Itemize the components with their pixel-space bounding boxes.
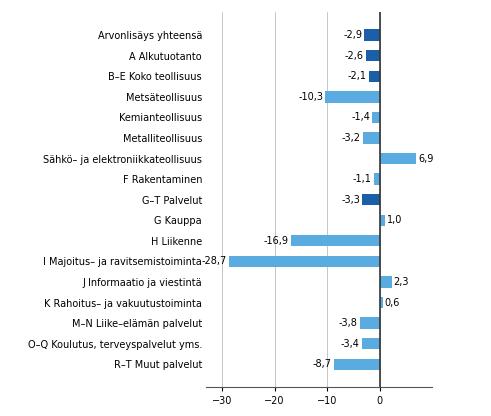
Bar bbox=[369, 71, 380, 82]
Bar bbox=[366, 50, 380, 62]
Bar bbox=[291, 235, 380, 246]
Text: -3,8: -3,8 bbox=[339, 318, 357, 328]
Text: -28,7: -28,7 bbox=[201, 256, 227, 266]
Text: -2,1: -2,1 bbox=[348, 71, 366, 81]
Text: -3,2: -3,2 bbox=[342, 133, 361, 143]
Bar bbox=[380, 215, 385, 226]
Bar bbox=[362, 194, 380, 206]
Text: -3,3: -3,3 bbox=[341, 195, 360, 205]
Bar bbox=[362, 338, 380, 349]
Text: -16,9: -16,9 bbox=[264, 236, 289, 246]
Bar bbox=[374, 173, 380, 185]
Bar bbox=[326, 91, 380, 102]
Bar bbox=[372, 112, 380, 123]
Text: -3,4: -3,4 bbox=[341, 339, 359, 349]
Bar bbox=[229, 256, 380, 267]
Text: -1,1: -1,1 bbox=[353, 174, 372, 184]
Text: -2,9: -2,9 bbox=[343, 30, 362, 40]
Text: 0,6: 0,6 bbox=[385, 297, 400, 307]
Bar bbox=[334, 359, 380, 370]
Text: 1,0: 1,0 bbox=[387, 215, 402, 225]
Bar bbox=[380, 297, 382, 308]
Bar bbox=[380, 153, 416, 164]
Bar bbox=[380, 276, 392, 287]
Bar bbox=[363, 132, 380, 144]
Text: -8,7: -8,7 bbox=[313, 359, 332, 369]
Bar bbox=[359, 317, 380, 329]
Text: 6,9: 6,9 bbox=[418, 154, 433, 163]
Text: 2,3: 2,3 bbox=[394, 277, 409, 287]
Text: -1,4: -1,4 bbox=[351, 112, 370, 122]
Text: -10,3: -10,3 bbox=[299, 92, 324, 102]
Bar bbox=[364, 30, 380, 41]
Text: -2,6: -2,6 bbox=[345, 51, 364, 61]
